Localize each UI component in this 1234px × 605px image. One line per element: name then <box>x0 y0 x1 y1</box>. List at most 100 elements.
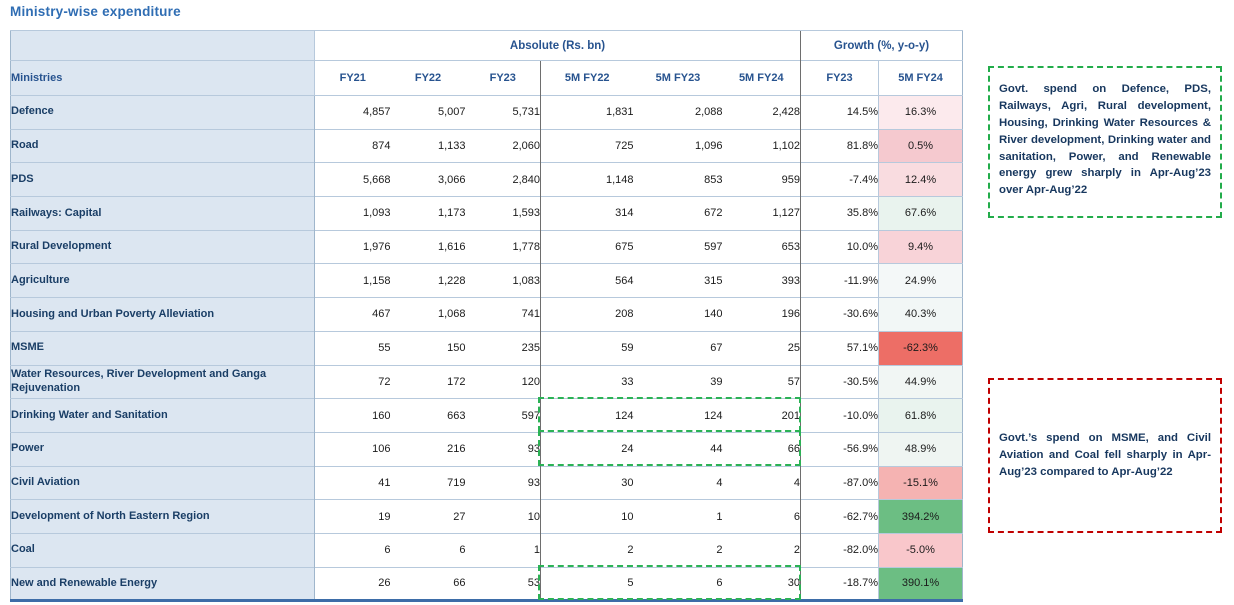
value-cell: 1,173 <box>390 196 466 231</box>
table-row: PDS 5,668 3,066 2,840 1,148 853 959 -7.4% 12.4% <box>10 162 963 197</box>
table-row: Water Resources, River Development and G… <box>10 364 963 399</box>
ministry-cell: Housing and Urban Poverty Alleviation <box>10 297 315 332</box>
value-cell: 2 <box>722 532 801 568</box>
value-cell: 672 <box>633 196 723 231</box>
growth-cell: 9.4% <box>878 229 963 264</box>
growth-cell: -62.3% <box>878 330 963 365</box>
value-cell: 1,616 <box>390 229 466 264</box>
expenditure-table-area: Absolute (Rs. bn) Growth (%, y-o-y) Mini… <box>10 30 964 603</box>
value-cell: 150 <box>390 330 466 365</box>
value-cell: 1,068 <box>390 297 466 332</box>
value-cell: 1,148 <box>540 162 634 197</box>
growth-cell: 394.2% <box>878 499 963 534</box>
value-cell: 959 <box>722 162 801 197</box>
table-row: New and Renewable Energy 26 66 53 5 6 30 -18.7%… <box>10 566 963 601</box>
annotation-decline-note-text: Govt.’s spend on MSME, and Civil Aviatio… <box>999 432 1211 478</box>
value-cell: 66 <box>390 566 466 601</box>
growth-cell: -18.7% <box>800 566 879 601</box>
value-cell: 597 <box>633 229 723 264</box>
growth-cell: 12.4% <box>878 162 963 197</box>
value-cell: 2,060 <box>465 128 541 163</box>
value-cell: 1,778 <box>465 229 541 264</box>
value-cell: 597 <box>465 398 541 433</box>
value-cell: 1,093 <box>314 196 391 231</box>
table-row: Housing and Urban Poverty Alleviation 467… <box>10 297 963 332</box>
growth-cell: 10.0% <box>800 229 879 264</box>
value-cell: 2,428 <box>722 95 801 130</box>
value-cell: 5,731 <box>465 95 541 130</box>
value-cell: 853 <box>633 162 723 197</box>
ministry-cell: Agriculture <box>10 263 315 298</box>
value-cell: 26 <box>314 566 391 601</box>
growth-cell: -62.7% <box>800 499 879 534</box>
value-cell: 393 <box>722 263 801 298</box>
value-cell: 725 <box>540 128 634 163</box>
value-cell: 93 <box>465 465 541 500</box>
value-cell: 160 <box>314 398 391 433</box>
value-cell: 106 <box>314 431 391 467</box>
value-cell: 10 <box>465 499 541 534</box>
growth-cell: 14.5% <box>800 95 879 130</box>
value-cell: 1,228 <box>390 263 466 298</box>
value-cell: 315 <box>633 263 723 298</box>
growth-cell: -56.9% <box>800 431 879 467</box>
value-cell: 124 <box>633 398 723 433</box>
value-cell: 44 <box>633 431 723 467</box>
value-cell: 196 <box>722 297 801 332</box>
value-cell: 6 <box>633 566 723 601</box>
value-cell: 2,088 <box>633 95 723 130</box>
growth-cell: -11.9% <box>800 263 879 298</box>
col-header-5m-fy22: 5M FY22 <box>540 60 634 96</box>
value-cell: 874 <box>314 128 391 163</box>
ministry-cell: New and Renewable Energy <box>10 566 315 601</box>
value-cell: 467 <box>314 297 391 332</box>
value-cell: 663 <box>390 398 466 433</box>
value-cell: 55 <box>314 330 391 365</box>
value-cell: 53 <box>465 566 541 601</box>
value-cell: 27 <box>390 499 466 534</box>
ministry-cell: Civil Aviation <box>10 465 315 500</box>
value-cell: 4 <box>722 465 801 500</box>
growth-cell: 81.8% <box>800 128 879 163</box>
value-cell: 6 <box>722 499 801 534</box>
value-cell: 1,593 <box>465 196 541 231</box>
value-cell: 1,831 <box>540 95 634 130</box>
value-cell: 653 <box>722 229 801 264</box>
growth-cell: 67.6% <box>878 196 963 231</box>
value-cell: 19 <box>314 499 391 534</box>
value-cell: 1,976 <box>314 229 391 264</box>
growth-cell: 390.1% <box>878 566 963 601</box>
value-cell: 2,840 <box>465 162 541 197</box>
ministry-cell: PDS <box>10 162 315 197</box>
growth-cell: -7.4% <box>800 162 879 197</box>
value-cell: 3,066 <box>390 162 466 197</box>
value-cell: 93 <box>465 431 541 467</box>
ministry-cell: Water Resources, River Development and G… <box>10 364 315 399</box>
table-row: Drinking Water and Sanitation 160 663 597 12… <box>10 398 963 433</box>
value-cell: 41 <box>314 465 391 500</box>
value-cell: 5,007 <box>390 95 466 130</box>
value-cell: 72 <box>314 364 391 399</box>
value-cell: 5 <box>540 566 634 601</box>
value-cell: 25 <box>722 330 801 365</box>
growth-cell: -30.6% <box>800 297 879 332</box>
value-cell: 719 <box>390 465 466 500</box>
table-row: Coal 6 6 1 2 2 2 -82.0% -5.0% <box>10 532 963 568</box>
ministry-cell: MSME <box>10 330 315 365</box>
col-header-growth-5m-fy24: 5M FY24 <box>878 60 963 96</box>
value-cell: 314 <box>540 196 634 231</box>
value-cell: 1,102 <box>722 128 801 163</box>
value-cell: 4 <box>633 465 723 500</box>
value-cell: 120 <box>465 364 541 399</box>
value-cell: 1,158 <box>314 263 391 298</box>
table-body: Defence 4,857 5,007 5,731 1,831 2,088 2,428 14.… <box>10 95 963 601</box>
value-cell: 6 <box>314 532 391 568</box>
growth-cell: 48.9% <box>878 431 963 467</box>
annotation-decline-note: Govt.’s spend on MSME, and Civil Aviatio… <box>988 378 1222 533</box>
ministry-cell: Rural Development <box>10 229 315 264</box>
value-cell: 1 <box>465 532 541 568</box>
table-row: Agriculture 1,158 1,228 1,083 564 315 393 -11.9… <box>10 263 963 298</box>
group-header-absolute: Absolute (Rs. bn) <box>313 30 801 61</box>
value-cell: 140 <box>633 297 723 332</box>
